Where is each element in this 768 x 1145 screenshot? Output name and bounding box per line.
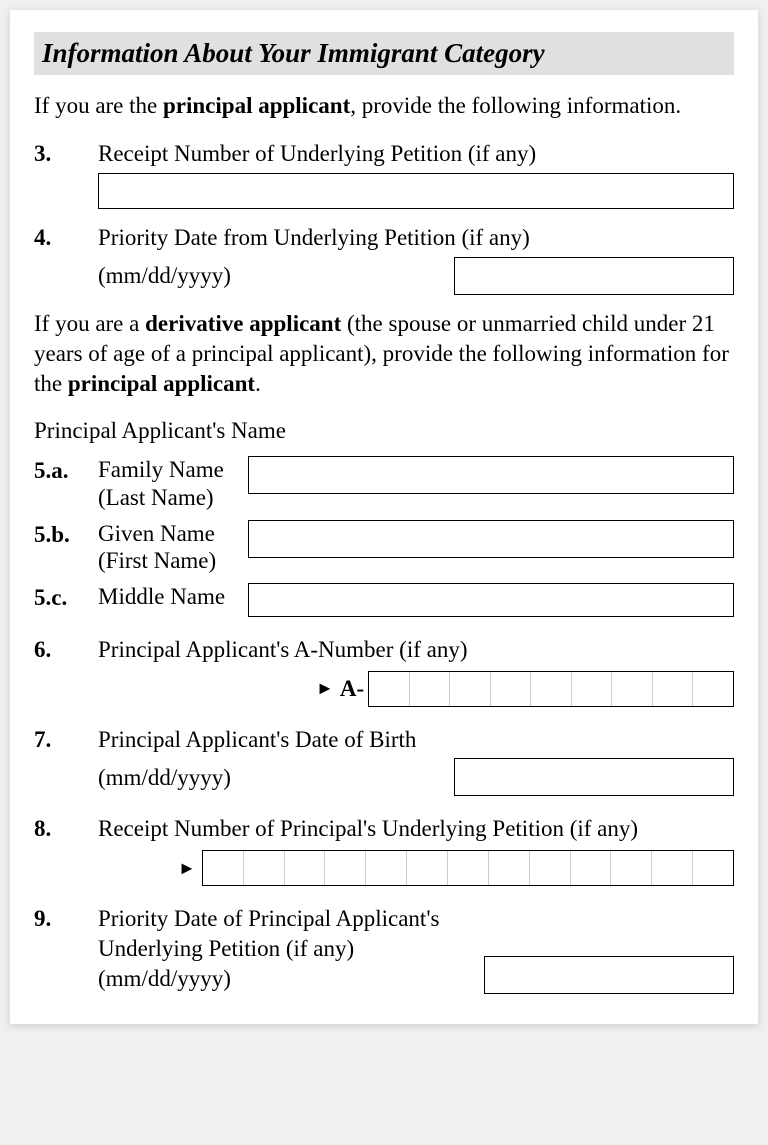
segment-cell[interactable]	[203, 851, 244, 885]
question-label: Priority Date of Principal Applicant's U…	[98, 904, 464, 994]
segment-cell[interactable]	[450, 672, 491, 706]
label-line1: Middle Name	[98, 583, 248, 611]
question-number: 5.c.	[34, 583, 98, 613]
priority-date-input[interactable]	[454, 257, 734, 295]
segment-cell[interactable]	[652, 851, 693, 885]
segment-cell[interactable]	[530, 851, 571, 885]
question-8: 8. Receipt Number of Principal's Underly…	[34, 814, 734, 886]
segment-cell[interactable]	[285, 851, 326, 885]
segment-cell[interactable]	[611, 851, 652, 885]
segment-cell[interactable]	[325, 851, 366, 885]
form-page: Information About Your Immigrant Categor…	[10, 10, 758, 1024]
label-line2: (Last Name)	[98, 484, 248, 512]
principal-dob-input[interactable]	[454, 758, 734, 796]
question-label: Receipt Number of Principal's Underlying…	[98, 814, 734, 844]
text: If you are the	[34, 93, 163, 118]
segment-cell[interactable]	[410, 672, 451, 706]
question-label: Principal Applicant's A-Number (if any)	[98, 635, 734, 665]
label-line2: (First Name)	[98, 547, 248, 575]
segment-cell[interactable]	[693, 851, 733, 885]
segment-cell[interactable]	[693, 672, 733, 706]
question-number: 4.	[34, 223, 98, 253]
question-6: 6. Principal Applicant's A-Number (if an…	[34, 635, 734, 707]
question-number: 3.	[34, 139, 98, 169]
principal-priority-date-input[interactable]	[484, 956, 734, 994]
middle-name-input[interactable]	[248, 583, 734, 617]
question-5b: 5.b. Given Name (First Name)	[34, 520, 734, 575]
question-number: 6.	[34, 635, 98, 665]
arrow-icon: ►	[178, 857, 196, 880]
segment-cell[interactable]	[407, 851, 448, 885]
segment-cell[interactable]	[369, 672, 410, 706]
receipt-number-input[interactable]	[98, 173, 734, 209]
segment-cell[interactable]	[244, 851, 285, 885]
text-bold: principal applicant	[163, 93, 350, 118]
text: , provide the following information.	[350, 93, 681, 118]
question-label: Priority Date from Underlying Petition (…	[98, 223, 734, 253]
principal-intro: If you are the principal applicant, prov…	[34, 91, 734, 121]
given-name-input[interactable]	[248, 520, 734, 558]
date-format-hint: (mm/dd/yyyy)	[98, 261, 231, 291]
question-5a: 5.a. Family Name (Last Name)	[34, 456, 734, 511]
text-bold: derivative applicant	[145, 311, 341, 336]
question-7: 7. Principal Applicant's Date of Birth (…	[34, 725, 734, 797]
question-number: 5.b.	[34, 520, 98, 550]
question-4: 4. Priority Date from Underlying Petitio…	[34, 223, 734, 295]
text: If you are a	[34, 311, 145, 336]
question-label: Receipt Number of Underlying Petition (i…	[98, 139, 734, 169]
principal-receipt-number-input[interactable]	[202, 850, 734, 886]
derivative-intro: If you are a derivative applicant (the s…	[34, 309, 734, 399]
date-format-hint: (mm/dd/yyyy)	[98, 763, 231, 793]
segment-cell[interactable]	[366, 851, 407, 885]
text: .	[255, 371, 261, 396]
segment-cell[interactable]	[612, 672, 653, 706]
text-bold: principal applicant	[68, 371, 255, 396]
segment-cell[interactable]	[531, 672, 572, 706]
a-number-input[interactable]	[368, 671, 734, 707]
question-number: 8.	[34, 814, 98, 844]
a-number-prefix: A-	[340, 674, 364, 704]
label-line1: Given Name	[98, 520, 248, 548]
principal-name-heading: Principal Applicant's Name	[34, 416, 734, 446]
question-3: 3. Receipt Number of Underlying Petition…	[34, 139, 734, 209]
segment-cell[interactable]	[653, 672, 694, 706]
question-9: 9. Priority Date of Principal Applicant'…	[34, 904, 734, 994]
question-number: 5.a.	[34, 456, 98, 486]
arrow-icon: ►	[316, 677, 334, 700]
label-line1: Family Name	[98, 456, 248, 484]
section-header: Information About Your Immigrant Categor…	[34, 32, 734, 75]
question-label: Principal Applicant's Date of Birth	[98, 725, 734, 755]
question-number: 9.	[34, 904, 98, 934]
question-number: 7.	[34, 725, 98, 755]
segment-cell[interactable]	[571, 851, 612, 885]
segment-cell[interactable]	[491, 672, 532, 706]
segment-cell[interactable]	[572, 672, 613, 706]
segment-cell[interactable]	[489, 851, 530, 885]
family-name-input[interactable]	[248, 456, 734, 494]
segment-cell[interactable]	[448, 851, 489, 885]
question-5c: 5.c. Middle Name	[34, 583, 734, 617]
